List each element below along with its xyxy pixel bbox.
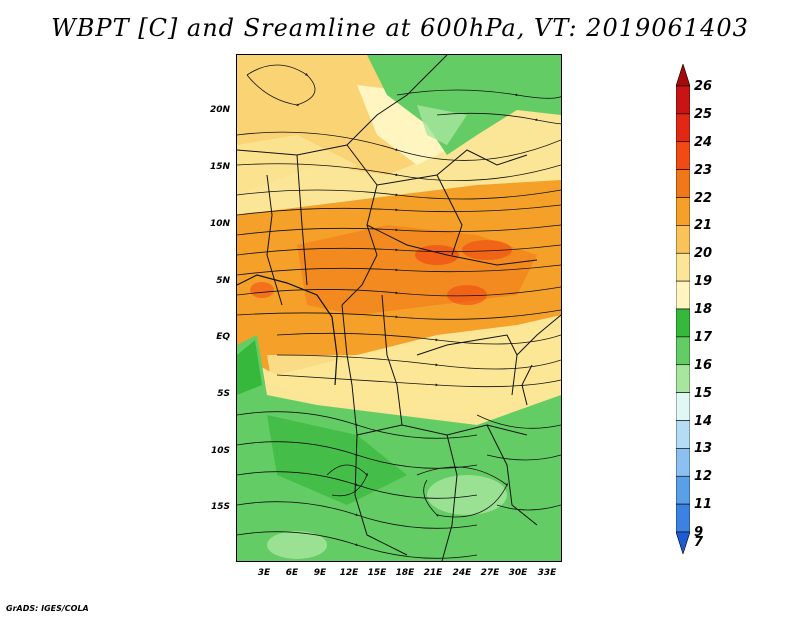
colorbar-segment xyxy=(676,197,690,226)
hotspot-4 xyxy=(250,282,274,298)
field-west-yellow xyxy=(237,135,357,215)
lon-label-24e: 24E xyxy=(452,568,472,578)
colorbar-segment xyxy=(676,392,690,421)
colorbar-label: 19 xyxy=(694,274,713,290)
colorbar-label: 23 xyxy=(694,162,713,178)
streamlines xyxy=(237,64,561,559)
lat-label-15n: 15N xyxy=(209,162,230,172)
colorbar-label: 20 xyxy=(694,246,713,262)
map-panel xyxy=(236,54,562,562)
colorbar-segment xyxy=(676,141,690,170)
lon-label-21e: 21E xyxy=(423,568,443,578)
lon-label-33e: 33E xyxy=(537,568,557,578)
colorbar-label: 25 xyxy=(694,106,713,122)
colorbar xyxy=(676,64,690,554)
colorbar-segment xyxy=(676,448,690,477)
lon-label-30e: 30E xyxy=(508,568,528,578)
colorbar-segment xyxy=(676,308,690,338)
footer-credit: GrADS: IGES/COLA xyxy=(6,604,89,613)
colorbar-label: 7 xyxy=(694,535,704,550)
west-coastline xyxy=(237,274,338,386)
colorbar-label: 22 xyxy=(694,190,713,206)
field-south-darkgreen xyxy=(267,415,407,505)
wbpt-map xyxy=(237,55,561,561)
lat-label-5s: 5S xyxy=(217,389,230,399)
lat-label-10s: 10S xyxy=(210,446,230,456)
field-sw-lightgreen xyxy=(267,531,327,559)
country-boundaries xyxy=(237,55,561,561)
colorbar-segment xyxy=(676,113,690,143)
field-northeast-green xyxy=(367,55,561,155)
colorbar-label: 13 xyxy=(694,441,713,457)
field-southwest-green xyxy=(237,340,262,395)
hotspot-2 xyxy=(462,240,512,260)
colorbar-label: 9 xyxy=(694,525,704,540)
colorbar-label: 14 xyxy=(694,413,713,429)
colorbar-segment xyxy=(676,475,690,505)
lat-label-20n: 20N xyxy=(209,105,230,115)
field-northeast-lightgreen xyxy=(417,105,467,145)
colorbar-segment xyxy=(676,420,690,449)
field-south-lightgreen xyxy=(427,475,507,515)
colorbar-segment xyxy=(676,64,690,87)
lon-label-6e: 6E xyxy=(285,568,299,578)
lon-label-12e: 12E xyxy=(339,568,359,578)
chart-title: WBPT [C] and Sreamline at 600hPa, VT: 20… xyxy=(51,14,749,42)
lon-label-27e: 27E xyxy=(480,568,500,578)
lat-label-15s: 15S xyxy=(210,502,230,512)
colorbar-label: 12 xyxy=(694,469,713,485)
colorbar-label: 24 xyxy=(694,134,713,150)
field-equator-yellow xyxy=(267,325,561,415)
lat-label-eq: EQ xyxy=(216,332,230,342)
colorbar-segment xyxy=(676,280,690,310)
colorbar-segment xyxy=(676,169,690,198)
colorbar-label: 18 xyxy=(694,302,713,317)
lat-label-10n: 10N xyxy=(209,219,230,229)
lon-label-3e: 3E xyxy=(257,568,271,578)
colorbar-segment xyxy=(676,85,690,115)
lon-label-18e: 18E xyxy=(395,568,415,578)
colorbar-label: 26 xyxy=(694,79,713,94)
colorbar-segment xyxy=(676,364,690,393)
colorbar-segment xyxy=(676,225,690,254)
colorbar-segment xyxy=(676,531,690,554)
colorbar-segment xyxy=(676,503,690,533)
colorbar-segment xyxy=(676,252,690,282)
lat-label-5n: 5N xyxy=(216,276,230,286)
lon-label-15e: 15E xyxy=(367,568,387,578)
colorbar-label: 16 xyxy=(694,357,713,373)
colorbar-segment xyxy=(676,336,690,366)
colorbar-label: 11 xyxy=(694,497,713,513)
colorbar-label: 15 xyxy=(694,385,713,401)
colorbar-label: 21 xyxy=(694,218,713,234)
hotspot-3 xyxy=(447,285,487,305)
lon-label-9e: 9E xyxy=(313,568,327,578)
colorbar-label: 17 xyxy=(694,329,713,345)
